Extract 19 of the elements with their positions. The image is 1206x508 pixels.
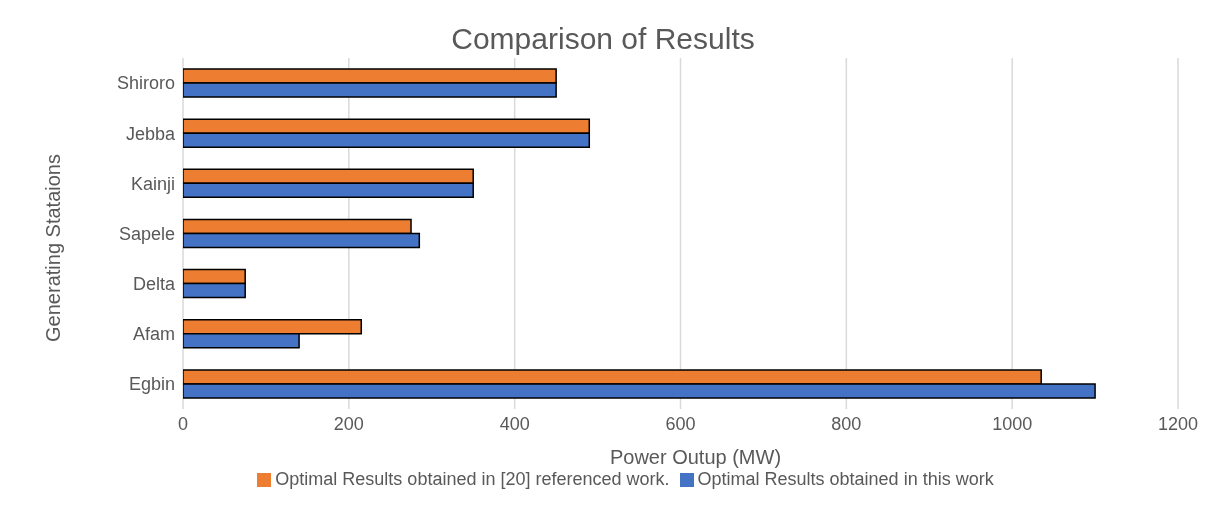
x-tick-label: 1000 bbox=[992, 413, 1033, 434]
y-axis-title: Generating Stataions bbox=[41, 154, 65, 342]
y-tick-label: Shiroro bbox=[116, 73, 175, 94]
x-axis-title: Power Outup (MW) bbox=[608, 446, 783, 469]
x-tick-label: 0 bbox=[177, 413, 189, 434]
x-tick-label: 1200 bbox=[1157, 413, 1199, 434]
y-tick-label: Jebba bbox=[125, 123, 176, 144]
x-tick-label: 200 bbox=[333, 413, 364, 434]
legend-label: Optimal Results obtained in [20] referenced work. bbox=[275, 469, 670, 489]
y-tick-label: Afam bbox=[132, 324, 175, 345]
y-tick-label: Egbin bbox=[128, 374, 175, 395]
x-tick-label: 800 bbox=[831, 413, 862, 434]
x-tick-label: 400 bbox=[499, 413, 530, 434]
legend-label: Optimal Results obtained in this work bbox=[697, 469, 994, 489]
chart-title: Comparison of Results bbox=[450, 22, 756, 56]
y-tick-label: Sapele bbox=[118, 223, 175, 244]
x-tick-label: 600 bbox=[665, 413, 696, 434]
y-tick-label: Kainji bbox=[130, 173, 175, 194]
y-tick-label: Delta bbox=[132, 274, 176, 295]
